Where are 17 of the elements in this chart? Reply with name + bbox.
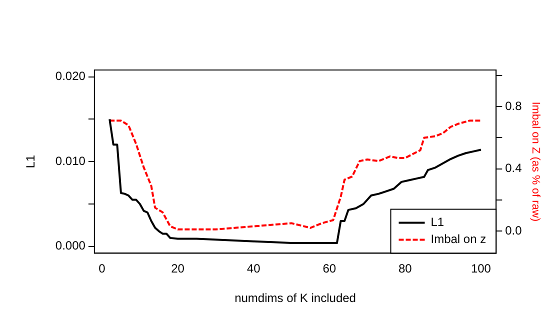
x-tick-label: 100	[470, 262, 492, 276]
x-tick-label: 0	[98, 262, 106, 276]
x-axis-title: numdims of K included	[234, 291, 356, 306]
y2-axis-title: Imbal on Z (as % of raw)	[529, 102, 542, 222]
x-tick-label: 20	[171, 262, 185, 276]
y2-tick-label: 0.4	[505, 161, 522, 176]
y-axis-title: L1	[24, 154, 38, 168]
y-tick-label: 0.000	[55, 238, 86, 253]
y-tick-label: 0.010	[55, 154, 86, 168]
y2-tick-label: 0.0	[505, 223, 522, 238]
x-tick-label: 40	[246, 262, 261, 276]
y2-tick-label: 0.8	[505, 98, 522, 113]
x-tick-label: 80	[398, 262, 412, 276]
y-tick-label: 0.020	[55, 69, 86, 84]
legend-label: Imbal on z	[430, 232, 486, 246]
legend-label: L1	[430, 215, 444, 230]
x-tick-label: 60	[322, 262, 336, 276]
